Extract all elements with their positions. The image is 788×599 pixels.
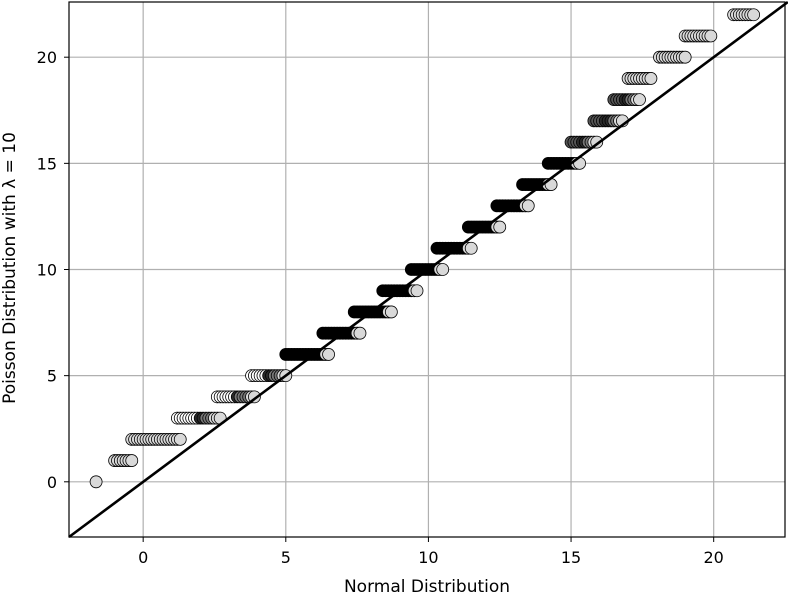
y-tick-label: 15	[37, 154, 57, 173]
data-point	[704, 29, 718, 43]
data-point	[384, 305, 398, 319]
data-point	[125, 454, 139, 467]
x-axis-ticks: 0 5 10 15 20	[138, 537, 724, 567]
data-points	[89, 8, 761, 489]
x-axis-label: Normal Distribution	[344, 577, 510, 595]
x-tick-label: 20	[704, 548, 724, 567]
data-point	[89, 475, 103, 489]
reference-line	[68, 0, 788, 539]
data-point	[493, 220, 507, 234]
y-axis-ticks: 0 5 10 15 20	[37, 48, 69, 492]
data-point	[436, 263, 450, 276]
x-tick-label: 5	[281, 548, 291, 567]
data-point	[173, 432, 187, 446]
x-tick-label: 15	[561, 548, 581, 567]
data-point	[464, 241, 478, 255]
y-tick-label: 10	[37, 261, 57, 280]
data-point	[747, 8, 761, 22]
reference-line-group	[68, 0, 788, 539]
x-tick-label: 0	[138, 548, 148, 567]
x-tick-label: 10	[418, 548, 438, 567]
data-point	[410, 284, 424, 298]
data-point	[322, 348, 335, 361]
data-point	[353, 326, 367, 340]
y-axis-label: Poisson Distribution with λ = 10	[0, 132, 20, 404]
data-point	[633, 93, 646, 107]
data-point	[644, 72, 658, 85]
y-tick-label: 5	[47, 367, 57, 386]
data-point	[521, 199, 535, 213]
y-tick-label: 20	[37, 48, 57, 67]
data-point	[678, 50, 692, 64]
y-tick-label: 0	[47, 473, 57, 492]
